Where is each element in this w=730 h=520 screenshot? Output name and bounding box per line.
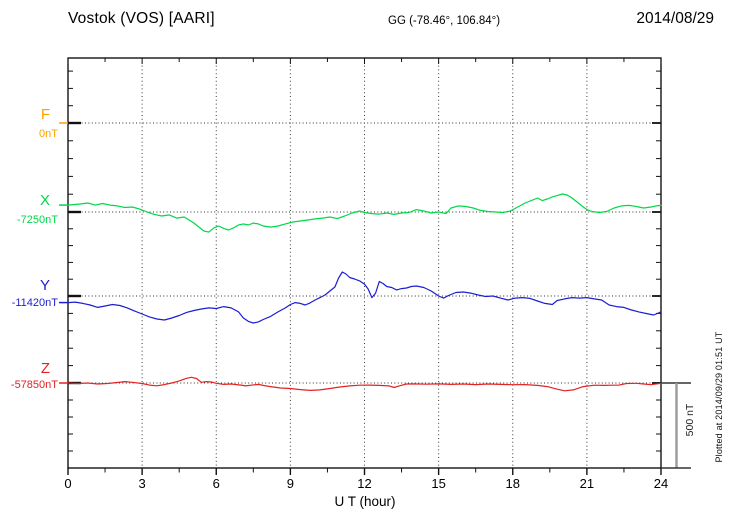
- component-baseline-value-y: -11420nT: [11, 297, 58, 309]
- x-axis-tick-label: 12: [357, 476, 372, 491]
- component-label-z: Z: [40, 360, 50, 377]
- component-label-y: Y: [39, 277, 50, 294]
- scale-bar-label: 500 nT: [684, 403, 696, 437]
- trace-y: [67, 271, 662, 324]
- trace-z: [67, 376, 662, 392]
- x-axis-title: U T (hour): [334, 494, 396, 509]
- x-axis-tick-label: 9: [286, 476, 294, 491]
- component-baseline-value-f: 0nT: [39, 128, 58, 140]
- component-baseline-value-x: -7250nT: [17, 214, 58, 226]
- x-axis-tick-label: 18: [505, 476, 520, 491]
- component-label-f: F: [40, 106, 50, 123]
- record-date: 2014/08/29: [636, 10, 714, 27]
- trace-x: [67, 193, 662, 233]
- x-axis-tick-label: 21: [579, 476, 595, 491]
- component-label-x: X: [39, 192, 50, 209]
- x-axis-tick-label: 24: [653, 476, 669, 491]
- geographic-coordinates: GG (-78.46°, 106.84°): [388, 15, 501, 27]
- plotted-at-note: Plotted at 2014/09/29 01:51 UT: [714, 331, 724, 463]
- x-axis-tick-label: 15: [431, 476, 446, 491]
- component-baseline-value-z: -57850nT: [10, 379, 58, 391]
- station-title: Vostok (VOS) [AARI]: [68, 10, 215, 27]
- x-axis-tick-label: 3: [138, 476, 146, 491]
- x-axis-tick-label: 0: [64, 476, 72, 491]
- x-axis-tick-label: 6: [212, 476, 220, 491]
